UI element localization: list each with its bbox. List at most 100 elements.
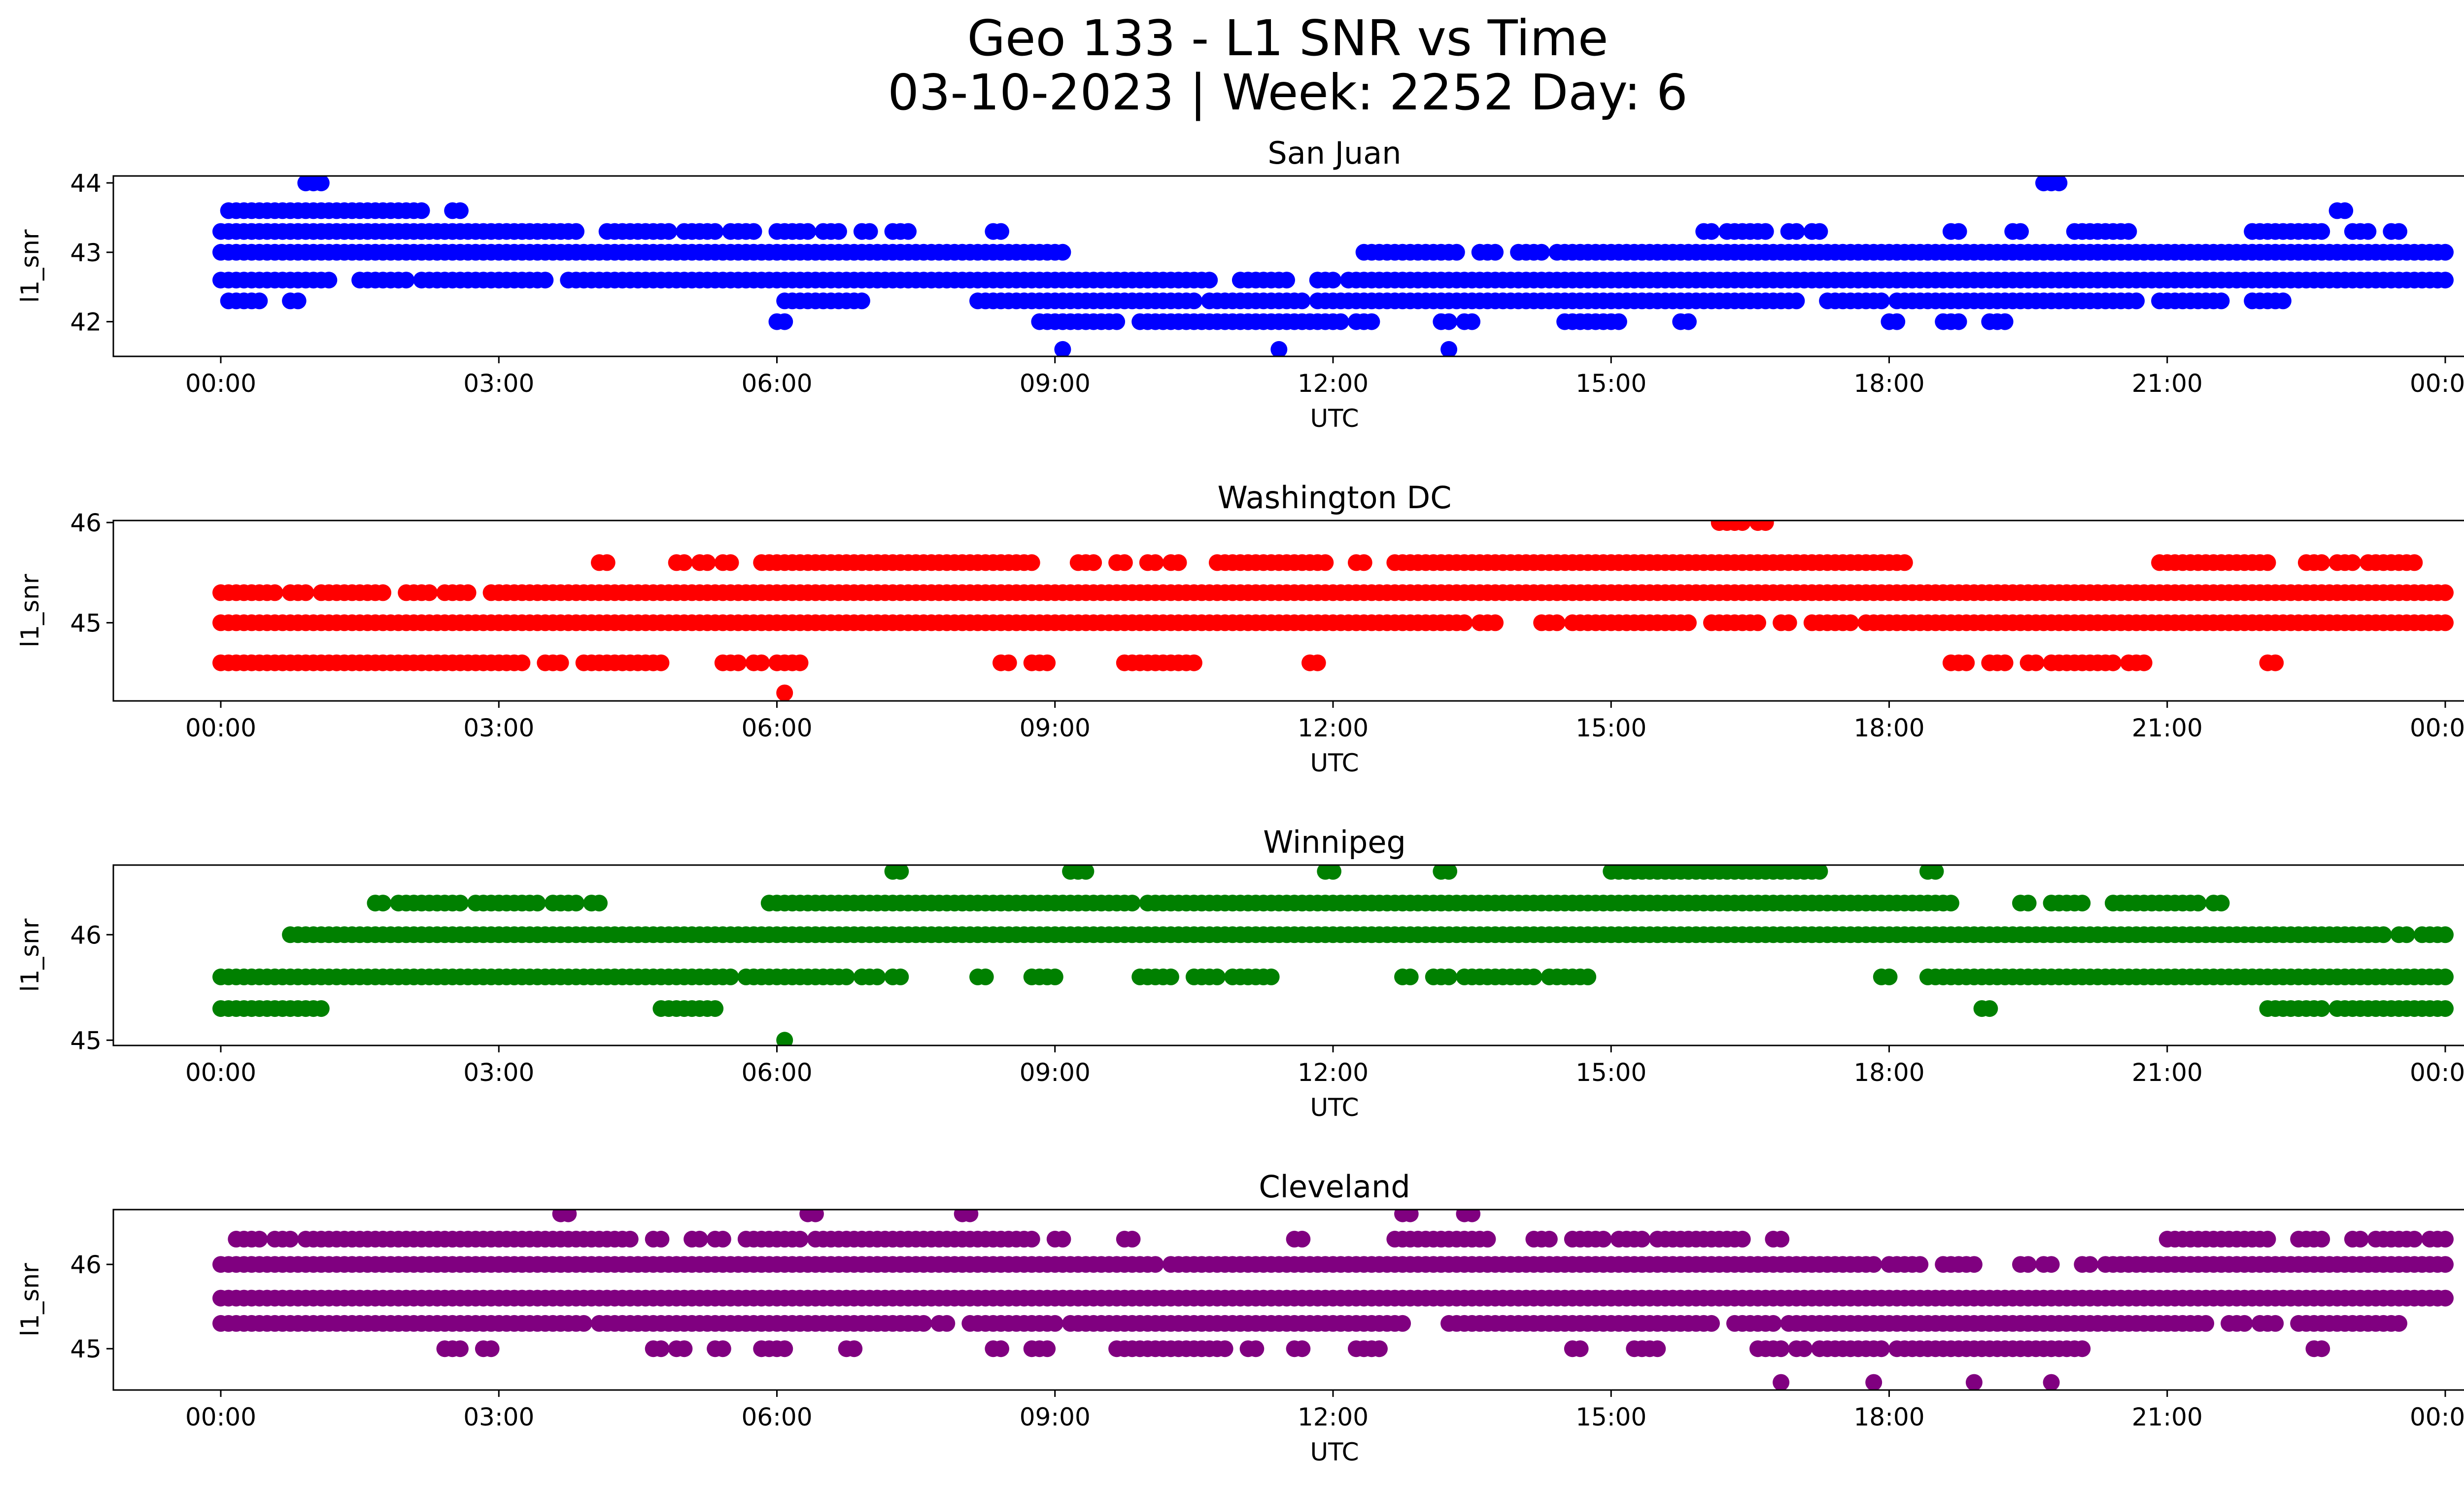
data-point bbox=[1487, 614, 1504, 631]
data-point bbox=[1294, 1340, 1311, 1357]
data-point bbox=[1958, 654, 1975, 671]
subplot-title: San Juan bbox=[1267, 135, 1401, 171]
y-tick-label: 44 bbox=[70, 169, 102, 198]
data-point bbox=[915, 1315, 932, 1332]
y-axis-label: l1_snr bbox=[16, 574, 44, 647]
data-point bbox=[1579, 968, 1597, 985]
data-point bbox=[1757, 223, 1774, 240]
x-tick-label: 09:00 bbox=[1020, 1403, 1091, 1431]
data-point bbox=[961, 1210, 979, 1222]
data-point bbox=[1888, 313, 1906, 330]
data-point bbox=[312, 1000, 330, 1017]
data-point bbox=[892, 865, 909, 880]
data-point bbox=[552, 654, 569, 671]
data-point bbox=[652, 1230, 670, 1248]
data-point bbox=[2074, 1340, 2091, 1357]
data-point bbox=[791, 654, 809, 671]
data-point bbox=[1448, 243, 1465, 261]
data-point bbox=[621, 1230, 639, 1248]
data-point bbox=[992, 1340, 1009, 1357]
data-point bbox=[2043, 1256, 2060, 1273]
x-tick-label: 09:00 bbox=[1020, 714, 1091, 742]
y-tick-label: 46 bbox=[70, 1251, 102, 1279]
subplot-cleveland: Cleveland 00:00 03:00 06:00 09:00 12:00 15:00 1… bbox=[16, 1169, 2464, 1466]
y-axis-label: l1_snr bbox=[16, 918, 44, 992]
data-point bbox=[652, 1340, 670, 1357]
data-point bbox=[1294, 1230, 1311, 1248]
data-point bbox=[776, 1032, 793, 1045]
data-point bbox=[1765, 1315, 1782, 1332]
data-point bbox=[1325, 272, 1341, 289]
x-axis-label: UTC bbox=[1310, 749, 1359, 777]
data-point bbox=[2274, 292, 2292, 310]
data-point bbox=[375, 584, 392, 601]
data-point bbox=[799, 223, 817, 240]
data-point bbox=[1873, 292, 1890, 310]
data-point bbox=[1996, 654, 2014, 671]
data-point bbox=[1912, 1256, 1929, 1273]
x-tick-label: 06:00 bbox=[741, 1403, 812, 1431]
data-point bbox=[1039, 1340, 1056, 1357]
x-axis-label: UTC bbox=[1310, 1093, 1359, 1122]
data-point bbox=[537, 272, 554, 289]
data-point bbox=[1749, 614, 1766, 631]
plot-frame bbox=[112, 864, 2464, 1046]
data-point bbox=[2437, 1256, 2454, 1273]
data-point bbox=[1124, 895, 1141, 912]
data-point bbox=[1996, 313, 2014, 330]
data-point bbox=[1950, 223, 1967, 240]
x-tick-label: 15:00 bbox=[1575, 369, 1646, 398]
x-tick-label: 12:00 bbox=[1298, 1403, 1369, 1431]
data-point bbox=[1680, 614, 1697, 631]
data-point bbox=[1842, 614, 1859, 631]
subplot-title: Winnipeg bbox=[1263, 824, 1406, 860]
data-point bbox=[1811, 865, 1828, 880]
data-point bbox=[2391, 1315, 2407, 1332]
data-point bbox=[1896, 554, 1913, 571]
y-tick-label: 46 bbox=[70, 509, 102, 537]
data-point bbox=[1162, 968, 1179, 985]
data-point bbox=[1456, 614, 1473, 631]
data-point bbox=[676, 554, 693, 571]
data-point bbox=[2267, 1315, 2284, 1332]
data-point bbox=[2344, 554, 2361, 571]
data-point bbox=[375, 895, 392, 912]
data-point bbox=[2406, 1230, 2423, 1248]
x-tick-label: 00:00 bbox=[185, 369, 256, 398]
data-point bbox=[1309, 654, 1326, 671]
data-point bbox=[938, 1315, 956, 1332]
data-point bbox=[2213, 292, 2230, 310]
data-point bbox=[2406, 554, 2423, 571]
x-tick-label: 12:00 bbox=[1298, 714, 1369, 742]
subplot-washington-dc: Washington DC 00:00 03:00 06:00 09:00 12:00 15… bbox=[16, 480, 2464, 777]
data-point bbox=[266, 584, 283, 601]
data-point bbox=[714, 1230, 731, 1248]
x-tick-label: 21:00 bbox=[2132, 1058, 2203, 1087]
data-point bbox=[977, 968, 994, 985]
data-point bbox=[853, 292, 870, 310]
x-tick-label: 21:00 bbox=[2132, 714, 2203, 742]
data-point bbox=[2051, 176, 2068, 192]
data-point bbox=[289, 292, 307, 310]
data-point bbox=[459, 584, 477, 601]
data-point bbox=[2437, 584, 2454, 601]
data-point bbox=[745, 223, 762, 240]
subplot-title: Washington DC bbox=[1217, 480, 1451, 516]
data-point bbox=[451, 202, 469, 219]
data-point bbox=[1317, 554, 1334, 571]
data-points bbox=[212, 176, 2454, 356]
data-point bbox=[707, 223, 724, 240]
data-point bbox=[1610, 313, 1627, 330]
x-tick-label: 03:00 bbox=[463, 714, 534, 742]
data-point bbox=[1965, 1374, 1983, 1390]
data-point bbox=[2267, 654, 2284, 671]
data-point bbox=[251, 292, 268, 310]
x-tick-label: 06:00 bbox=[741, 714, 812, 742]
data-point bbox=[776, 684, 793, 701]
x-tick-label: 18:00 bbox=[1853, 1058, 1924, 1087]
data-point bbox=[2259, 1230, 2276, 1248]
data-point bbox=[2352, 1230, 2369, 1248]
data-point bbox=[575, 1315, 592, 1332]
data-point bbox=[1773, 1230, 1790, 1248]
data-point bbox=[992, 223, 1009, 240]
